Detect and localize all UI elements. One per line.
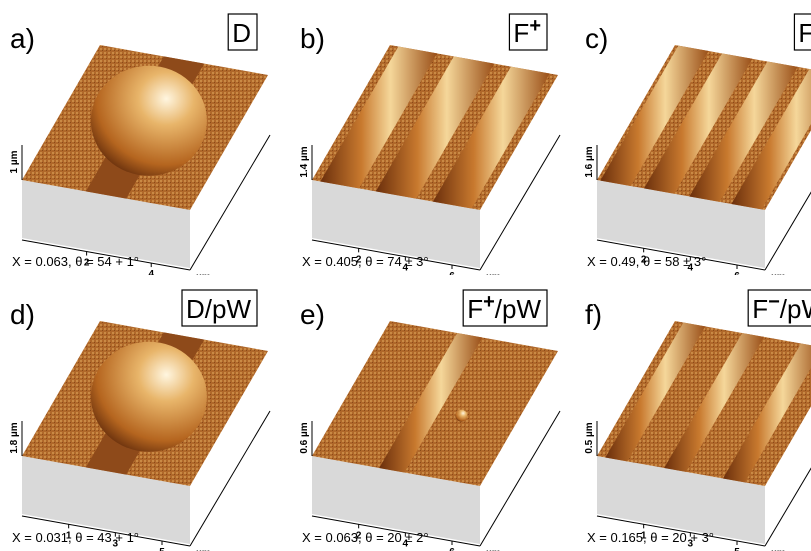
tag-part: D bbox=[232, 18, 251, 48]
dome bbox=[91, 342, 207, 452]
tag-part: − bbox=[768, 291, 780, 313]
axis-unit: µm bbox=[196, 272, 211, 275]
panel: c)F−1.6 µm246µmX = 0.49, θ = 58 ± 3° bbox=[575, 0, 811, 275]
panel-letter: b) bbox=[300, 23, 325, 54]
axis-unit: µm bbox=[771, 272, 786, 275]
z-label: 1.4 µm bbox=[299, 146, 310, 177]
panel: b)F+1.4 µm246µmX = 0.405, θ = 74 ± 3° bbox=[290, 0, 580, 275]
tag-part: F bbox=[752, 294, 768, 324]
panel-letter: a) bbox=[10, 23, 35, 54]
panel-tag: F− bbox=[798, 15, 811, 48]
x-tick-label: 5 bbox=[734, 547, 740, 551]
droplet bbox=[455, 410, 467, 422]
caption: X = 0.405, θ = 74 ± 3° bbox=[302, 254, 429, 269]
z-label: 1 µm bbox=[9, 150, 20, 173]
dome bbox=[91, 66, 207, 176]
panel-tag: D bbox=[232, 18, 251, 48]
panel: a)D1 µm24µmX = 0.063, θ = 54 + 1° bbox=[0, 0, 290, 275]
caption: X = 0.49, θ = 58 ± 3° bbox=[587, 254, 706, 269]
tag-part: F bbox=[513, 18, 529, 48]
caption: X = 0.063, θ = 54 + 1° bbox=[12, 254, 139, 269]
x-tick-label: 6 bbox=[449, 547, 455, 551]
panel-tag: F+/pW bbox=[467, 291, 541, 324]
z-label: 0.5 µm bbox=[584, 422, 595, 453]
tag-part: D/pW bbox=[186, 294, 251, 324]
tag-part: + bbox=[529, 15, 541, 37]
tag-part: F bbox=[467, 294, 483, 324]
figure: a)D1 µm24µmX = 0.063, θ = 54 + 1°b)F+1.4… bbox=[0, 0, 811, 551]
panel: e)F+/pW0.6 µm246µmX = 0.063, θ = 20 ± 2° bbox=[290, 276, 580, 551]
x-tick-label: 6 bbox=[449, 271, 455, 275]
z-label: 0.6 µm bbox=[299, 422, 310, 453]
panel-letter: f) bbox=[585, 299, 602, 330]
panel-tag: D/pW bbox=[186, 294, 251, 324]
z-label: 1.8 µm bbox=[9, 422, 20, 453]
panel: d)D/pW1.8 µm135µmX = 0.031, θ = 43 + 1° bbox=[0, 276, 290, 551]
caption: X = 0.063, θ = 20 ± 2° bbox=[302, 530, 429, 545]
tag-part: /pW bbox=[780, 294, 811, 324]
panel-letter: d) bbox=[10, 299, 35, 330]
z-label: 1.6 µm bbox=[584, 146, 595, 177]
axis-unit: µm bbox=[486, 272, 501, 275]
tag-part: /pW bbox=[495, 294, 542, 324]
caption: X = 0.165, θ = 20 + 3° bbox=[587, 530, 714, 545]
caption: X = 0.031, θ = 43 + 1° bbox=[12, 530, 139, 545]
panel-tag: F+ bbox=[513, 15, 541, 48]
panel: f)F−/pW0.5 µm135µmX = 0.165, θ = 20 + 3° bbox=[575, 276, 811, 551]
tag-part: + bbox=[483, 291, 495, 313]
x-tick-label: 6 bbox=[734, 271, 740, 275]
panel-letter: e) bbox=[300, 299, 325, 330]
tag-part: F bbox=[798, 18, 811, 48]
x-tick-label: 5 bbox=[159, 547, 165, 551]
x-tick-label: 4 bbox=[148, 269, 154, 275]
panel-tag: F−/pW bbox=[752, 291, 811, 324]
panel-letter: c) bbox=[585, 23, 608, 54]
